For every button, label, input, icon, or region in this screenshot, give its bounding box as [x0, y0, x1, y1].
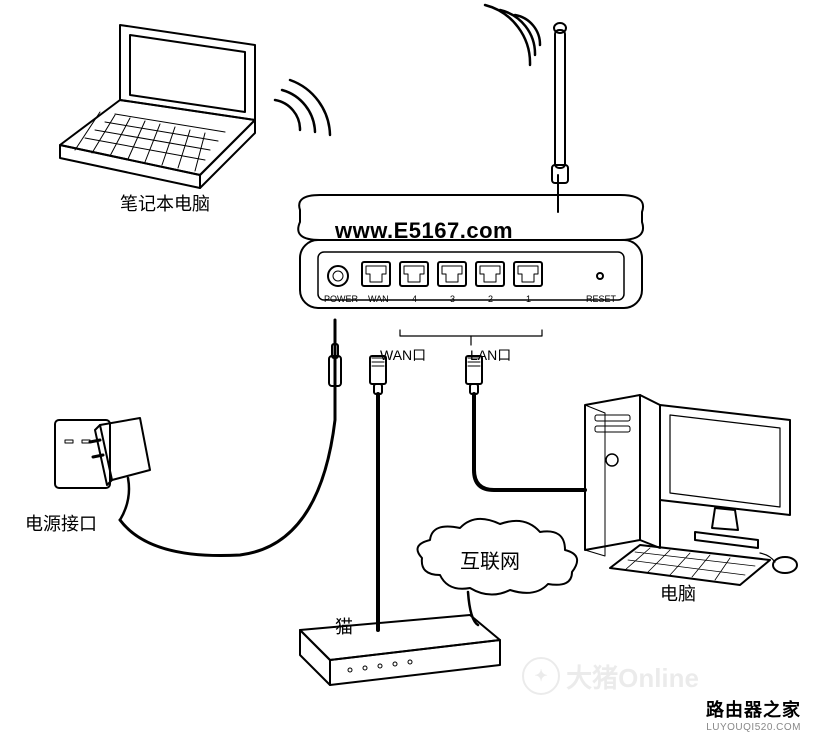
diagram-svg — [0, 0, 819, 745]
watermark-faint-text: 大猪Online — [566, 658, 699, 695]
cable-power — [120, 320, 335, 556]
port-label-reset: RESET — [586, 294, 616, 304]
dc-plug — [329, 330, 341, 386]
label-lan-port: LAN口 — [470, 345, 511, 365]
wifi-arcs-antenna — [485, 5, 540, 65]
desktop-drawing — [585, 395, 797, 585]
router-url-text: www.E5167.com — [335, 218, 513, 244]
port-label-power: POWER — [324, 294, 358, 304]
port-label-4: 4 — [412, 294, 417, 304]
port-label-wan: WAN — [368, 294, 389, 304]
label-internet: 互联网 — [460, 545, 520, 574]
port-label-2: 2 — [488, 294, 493, 304]
wechat-icon: ✦ — [522, 657, 560, 695]
label-wan-port: WAN口 — [380, 345, 426, 365]
modem-drawing — [300, 615, 500, 685]
site-logo: 路由器之家 LUYOUQI520.COM — [706, 696, 801, 733]
site-logo-en: LUYOUQI520.COM — [706, 722, 801, 733]
wifi-arcs-laptop — [275, 80, 330, 135]
watermark-faint: ✦ 大猪Online — [522, 657, 699, 695]
port-label-1: 1 — [526, 294, 531, 304]
cable-lan — [474, 394, 585, 490]
label-modem: 猫 — [335, 613, 353, 639]
label-power-inlet: 电源接口 — [25, 510, 97, 536]
laptop-drawing — [60, 25, 255, 188]
port-label-3: 3 — [450, 294, 455, 304]
label-laptop: 笔记本电脑 — [120, 190, 210, 216]
label-computer: 电脑 — [660, 580, 696, 606]
power-adapter-drawing — [90, 418, 150, 520]
site-logo-cn: 路由器之家 — [706, 696, 801, 722]
